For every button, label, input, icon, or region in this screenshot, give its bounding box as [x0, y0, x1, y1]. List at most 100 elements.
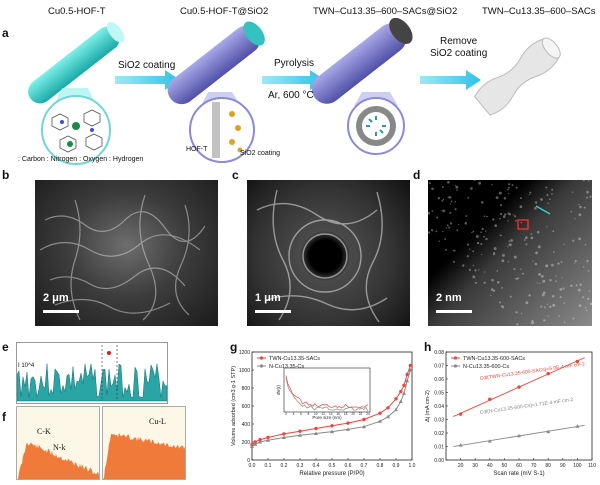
data-point — [386, 406, 390, 410]
stage4-title: TWN–Cu13.35–600–SACs — [482, 6, 596, 17]
hof-label: HOF-T — [186, 146, 208, 153]
data-point — [488, 397, 492, 401]
x-tick-label: 0.5 — [329, 463, 336, 469]
data-point — [394, 407, 398, 412]
line-profile-svg — [16, 345, 168, 402]
y-tick-label: 0.00 — [434, 458, 444, 464]
y-tick-label: 400 — [242, 422, 251, 428]
inset-x-tick: 8 — [307, 412, 309, 416]
data-point — [314, 431, 318, 435]
panel-label-e: e — [2, 340, 9, 354]
x-tick-label: 0.7 — [361, 463, 368, 469]
inset-x-tick: 4 — [293, 412, 295, 416]
y-tick-label: 0.05 — [434, 390, 444, 396]
scale-bar-d — [436, 310, 472, 313]
y-tick-label: 0 — [247, 458, 250, 464]
legend-marker — [259, 356, 264, 360]
scale-label-d: 2 nm — [436, 292, 462, 304]
data-point — [575, 424, 580, 428]
arrow-3 — [420, 70, 481, 90]
data-point — [346, 427, 350, 431]
arrow-1 — [115, 70, 180, 90]
data-point — [282, 435, 286, 439]
data-point — [378, 411, 382, 415]
data-point — [517, 433, 521, 438]
x-tick-label: 40 — [487, 463, 493, 469]
eels-spectrum-ck: C-K N-k — [16, 406, 100, 480]
legend-marker — [259, 364, 264, 368]
sio2-label: SiO2 coating — [240, 150, 281, 157]
inset-x-tick: 2 — [285, 412, 287, 416]
data-point — [378, 419, 382, 423]
data-point — [402, 383, 406, 387]
legend-label-0: TWN-Cu13.35-600-SACs — [463, 356, 525, 362]
data-point — [314, 426, 318, 431]
y-tick-label: 0.07 — [434, 363, 444, 369]
data-point — [405, 372, 409, 377]
data-point — [253, 440, 257, 444]
x-tick-label: 110 — [588, 463, 596, 469]
scale-bar-b — [43, 310, 79, 313]
cdl-chart: 20 30 40 50 60 70 80 90 100 110 0.00 0.01 0.02 0.03 0.… — [425, 350, 596, 477]
data-point — [253, 442, 258, 446]
scale-bar-c — [255, 310, 291, 313]
inset-frame — [283, 367, 371, 413]
x-tick-label: 0.0 — [249, 463, 256, 469]
x-axis-label: Relative pressure (P/P0) — [299, 471, 364, 477]
data-point — [266, 435, 270, 440]
x-tick-label: 0.1 — [265, 463, 272, 469]
eels-svg-2 — [103, 433, 185, 479]
data-point — [394, 397, 398, 401]
x-tick-label: 1.0 — [409, 463, 416, 469]
x-tick-label: 0.8 — [377, 463, 384, 469]
x-tick-label: 60 — [516, 463, 522, 469]
coating-structure-circle — [189, 97, 255, 163]
data-point — [266, 438, 270, 442]
data-point — [575, 359, 580, 364]
eels-spectrum-cul: Cu-L — [102, 406, 186, 480]
legend-marker — [453, 356, 458, 360]
step2-text: Pyrolysis — [274, 58, 315, 69]
y-tick-label: 1000 — [239, 368, 250, 374]
data-point — [399, 389, 403, 394]
data-point — [458, 412, 463, 416]
data-point — [362, 417, 366, 422]
inset-x-tick: 14 — [329, 412, 333, 416]
panel-label-a: a — [2, 26, 9, 40]
x-tick-label: 70 — [531, 463, 537, 469]
panel-label-h: h — [424, 340, 432, 354]
data-point — [458, 443, 463, 447]
scale-label-c: 1 μm — [255, 292, 281, 304]
data-point — [546, 429, 551, 434]
x-tick-label: 0.2 — [281, 463, 288, 469]
step2-sub: Ar, 600 °C — [268, 90, 314, 101]
y-axis-label: Δj (mA cm-2) — [425, 390, 431, 422]
sem-texture-b — [39, 194, 206, 321]
data-point — [298, 433, 302, 437]
y-tick-label: 0.06 — [434, 377, 444, 383]
x-tick-label: 90 — [560, 463, 566, 469]
data-point — [362, 424, 366, 429]
legend-label-1: N-Cu13.35-Cs — [269, 364, 304, 370]
fit-label-1: Cdl(N-Cu13.35-600-Cs)=1.71E-4 mF cm-2 — [479, 397, 573, 416]
data-point — [346, 421, 350, 425]
y-axis-label: Volume adsorbed (cm3 g-1 STP) — [231, 366, 237, 446]
data-point — [330, 429, 334, 434]
sem-image-b: 2 μm — [35, 180, 218, 326]
data-point — [258, 438, 262, 442]
step3-line1: Remove — [440, 36, 478, 47]
data-point — [298, 429, 302, 433]
data-point — [398, 399, 403, 403]
inset-series — [285, 375, 369, 409]
legend-label-0: TWN-Cu13.35-SACs — [269, 356, 320, 362]
x-axis-label: Scan rate (mV S-1) — [493, 471, 544, 477]
data-point — [408, 368, 413, 372]
data-point — [487, 439, 492, 443]
stage2-title: Cu0.5-HOF-T@SiO2 — [180, 6, 269, 17]
x-tick-label: 20 — [458, 463, 464, 469]
atom-legend: : Carbon : Nitrogen : Oxygen : Hydrogen — [18, 156, 144, 163]
y-tick-label: 800 — [242, 386, 251, 392]
y-tick-label: 600 — [242, 404, 251, 410]
eels-svg-1 — [17, 442, 99, 479]
x-tick-label: 0.9 — [393, 463, 400, 469]
